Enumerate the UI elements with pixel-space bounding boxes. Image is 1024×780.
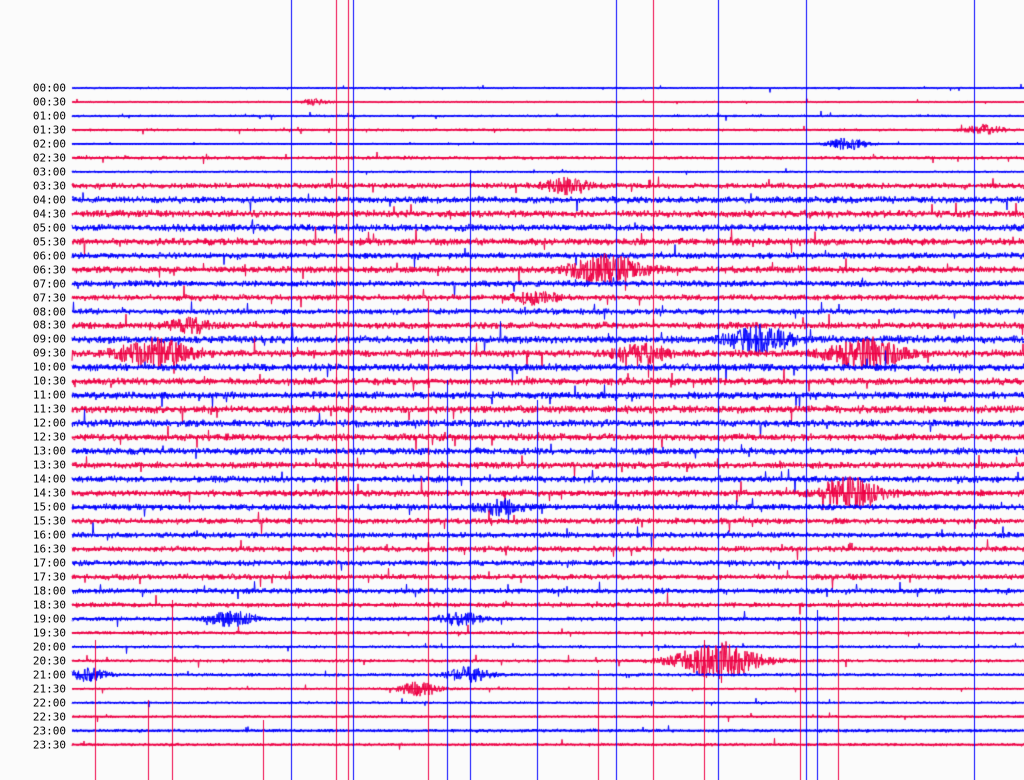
time-tick-label: 19:30 — [32, 626, 66, 640]
time-tick-label: 20:00 — [32, 640, 66, 654]
time-tick-label: 23:30 — [32, 738, 66, 752]
time-tick-label: 13:00 — [32, 444, 66, 458]
time-tick-label: 00:00 — [32, 81, 66, 95]
time-tick-label: 18:30 — [32, 598, 66, 612]
time-tick-label: 04:00 — [32, 193, 66, 207]
time-tick-label: 14:00 — [32, 472, 66, 486]
time-tick-label: 11:00 — [32, 388, 66, 402]
time-tick-label: 15:30 — [32, 514, 66, 528]
time-tick-label: 15:00 — [32, 500, 66, 514]
time-tick-label: 10:30 — [32, 374, 66, 388]
time-tick-label: 06:30 — [32, 263, 66, 277]
time-tick-label: 00:30 — [32, 95, 66, 109]
time-tick-label: 05:00 — [32, 221, 66, 235]
time-tick-label: 14:30 — [32, 486, 66, 500]
time-tick-label: 13:30 — [32, 458, 66, 472]
time-tick-label: 18:00 — [32, 584, 66, 598]
time-tick-label: 07:30 — [32, 291, 66, 305]
time-tick-label: 16:00 — [32, 528, 66, 542]
time-tick-label: 12:30 — [32, 430, 66, 444]
time-tick-label: 04:30 — [32, 207, 66, 221]
time-tick-label: 17:30 — [32, 570, 66, 584]
time-tick-label: 11:30 — [32, 402, 66, 416]
time-tick-label: 09:00 — [32, 332, 66, 346]
time-tick-label: 22:00 — [32, 696, 66, 710]
time-tick-label: 06:00 — [32, 249, 66, 263]
time-tick-label: 17:00 — [32, 556, 66, 570]
time-tick-label: 03:30 — [32, 179, 66, 193]
time-tick-label: 22:30 — [32, 710, 66, 724]
time-tick-label: 19:00 — [32, 612, 66, 626]
time-tick-label: 07:00 — [32, 277, 66, 291]
time-tick-label: 21:00 — [32, 668, 66, 682]
time-axis-labels: 00:00 00:30 01:00 01:30 02:00 02:30 03:00 03:30… — [0, 0, 70, 780]
time-tick-label: 02:00 — [32, 137, 66, 151]
time-tick-label: 03:00 — [32, 165, 66, 179]
time-tick-label: 08:30 — [32, 318, 66, 332]
time-tick-label: 02:30 — [32, 151, 66, 165]
time-tick-label: 23:00 — [32, 724, 66, 738]
time-tick-label: 05:30 — [32, 235, 66, 249]
time-tick-label: 08:00 — [32, 305, 66, 319]
time-tick-label: 10:00 — [32, 360, 66, 374]
time-tick-label: 16:30 — [32, 542, 66, 556]
time-tick-label: 21:30 — [32, 682, 66, 696]
time-tick-label: 09:30 — [32, 346, 66, 360]
time-tick-label: 20:30 — [32, 654, 66, 668]
time-tick-label: 12:00 — [32, 416, 66, 430]
time-tick-label: 01:30 — [32, 123, 66, 137]
time-tick-label: 01:00 — [32, 109, 66, 123]
